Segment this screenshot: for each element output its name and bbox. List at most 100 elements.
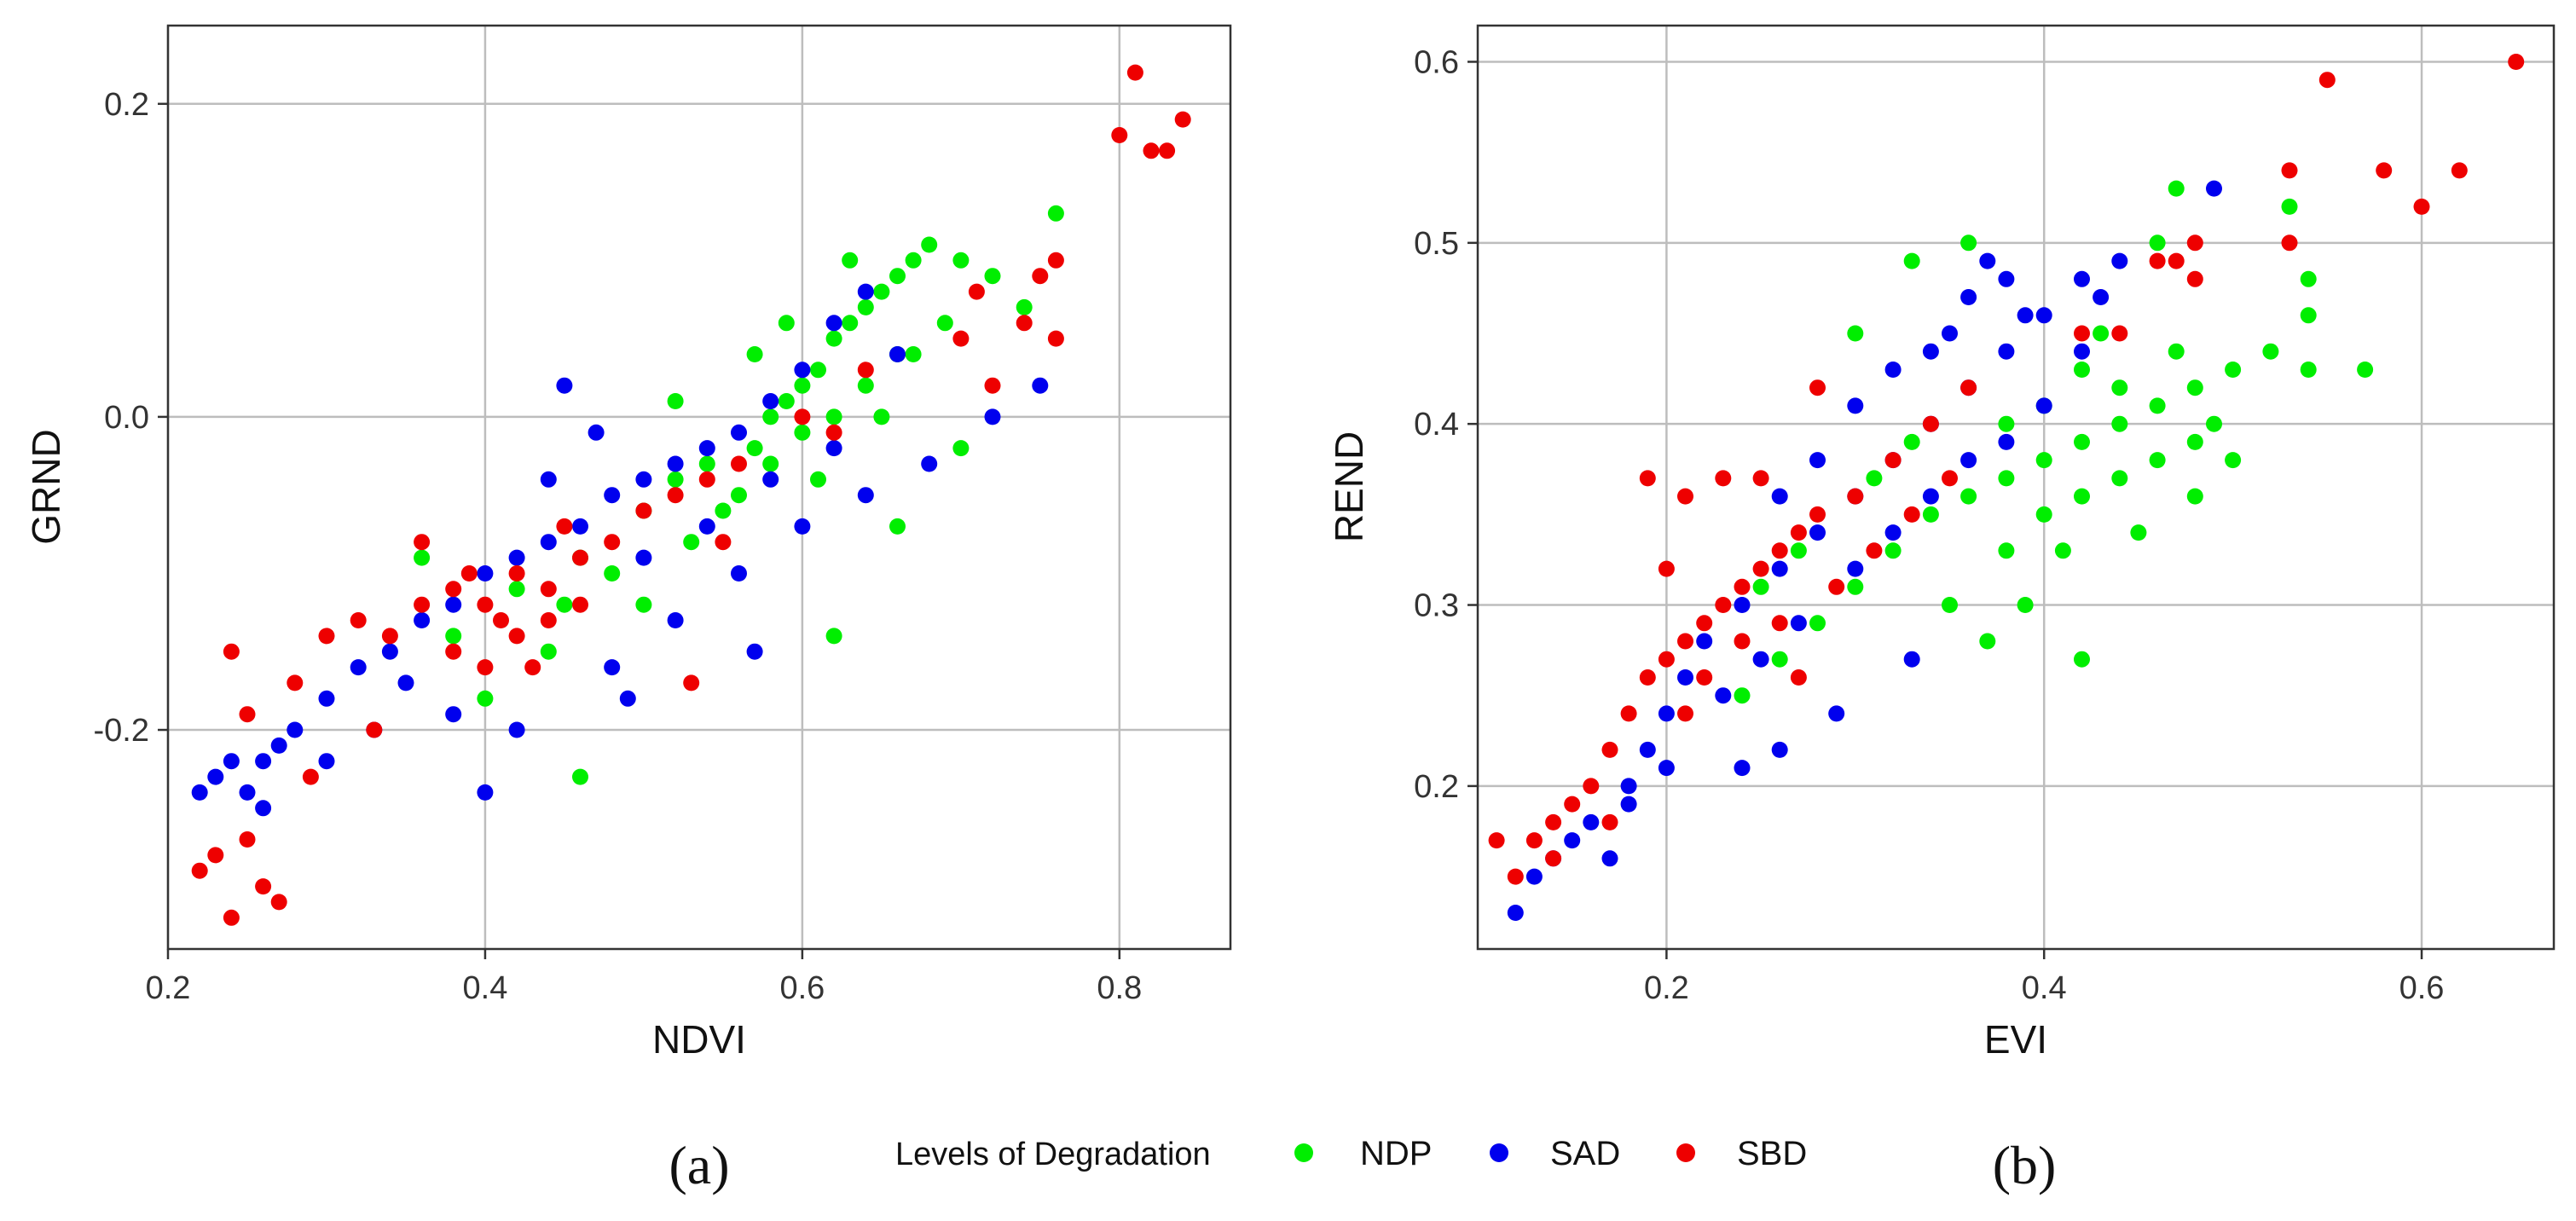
panel-a-point-ndp-21	[1016, 298, 1033, 315]
legend-marker-sbd	[1676, 1143, 1695, 1162]
panel-a-point-sbd-7	[239, 706, 256, 723]
panel-a-point-sbd-3	[239, 831, 256, 848]
panel-b-point-sbd-2	[1525, 832, 1543, 849]
panel-a-point-sbd-24	[635, 502, 652, 519]
panel-a-point-sad-10	[414, 612, 431, 628]
legend: Levels of Degradation NDP SAD SBD	[895, 1135, 1807, 1172]
legend-label-sad: SAD	[1550, 1135, 1620, 1172]
panel-b-point-sad-4	[1583, 813, 1600, 830]
panel-b-point-sbd-44	[1771, 615, 1788, 632]
panel-a-point-sad-12	[477, 565, 494, 582]
panel-b-point-sad-48	[2017, 307, 2034, 324]
panel-b-x-tick-label-1: 0.4	[2022, 970, 2067, 1006]
panel-b-point-ndp-30	[2111, 470, 2128, 487]
panel-a-point-sad-30	[794, 518, 811, 535]
panel-a-point-sbd-41	[1174, 111, 1191, 128]
panel-a-x-tick-label-0: 0.2	[146, 970, 191, 1006]
panel-a-point-ndp-13	[842, 315, 859, 332]
panel-b-point-sbd-33	[2186, 270, 2203, 287]
panel-b-point-sad-45	[1734, 760, 1751, 777]
panel-b-point-sad-28	[1809, 452, 1826, 469]
panel-b-point-ndp-39	[2186, 488, 2203, 505]
panel-b-point-sad-32	[1922, 488, 1939, 505]
panel-b-point-ndp-21	[2149, 234, 2166, 252]
panel-b-point-sbd-12	[1715, 597, 1732, 613]
panel-a-point-ndp-9	[778, 393, 795, 409]
panel-a-point-sbd-50	[715, 534, 732, 551]
panel-b-point-sad-44	[1771, 741, 1788, 758]
panel-b-point-ndp-31	[2149, 452, 2166, 469]
panel-b-point-sbd-50	[1545, 850, 1562, 867]
panel-b-point-sad-21	[2111, 252, 2128, 269]
panel-a-point-ndp-31	[556, 596, 573, 613]
panel-b-point-sbd-32	[2186, 234, 2203, 252]
panel-a-label: (a)	[669, 1135, 729, 1195]
panel-b-y-axis-title: REND	[1327, 431, 1371, 542]
panel-b-point-sad-49	[2093, 289, 2110, 305]
panel-a-point-sad-3	[239, 784, 256, 801]
panel-b-point-sad-42	[1903, 651, 1920, 668]
panel-a-point-sad-29	[731, 565, 747, 582]
panel-b-point-ndp-43	[1866, 470, 1883, 487]
panel-b-label: (b)	[1993, 1135, 2057, 1195]
panel-a-point-sad-37	[445, 706, 462, 723]
panel-a-point-sbd-46	[493, 612, 509, 628]
panel-a-point-ndp-24	[825, 408, 842, 425]
panel-b-point-ndp-3	[1847, 578, 1864, 595]
panel-a-point-ndp-23	[794, 424, 811, 441]
panel-a-point-sbd-11	[381, 628, 398, 645]
panel-b-point-sbd-14	[1752, 560, 1769, 577]
panel-b-point-sbd-7	[1620, 705, 1637, 722]
panel-a-grid	[166, 26, 1230, 949]
panel-a-point-ndp-29	[683, 534, 700, 551]
panel-b-y-tick-label-4: 0.6	[1414, 44, 1459, 80]
panel-b-point-ndp-4	[1884, 542, 1902, 559]
panel-b-point-sbd-42	[1696, 669, 1713, 686]
panel-a-point-sbd-18	[445, 643, 462, 660]
panel-b-point-sad-6	[1620, 778, 1637, 795]
panel-a-point-sbd-8	[287, 674, 304, 692]
legend-label-sbd: SBD	[1737, 1135, 1807, 1172]
panel-a-point-sad-34	[1032, 377, 1049, 394]
panel-b-point-ndp-6	[1960, 488, 1977, 505]
panel-a-point-ndp-39	[635, 596, 652, 613]
panel-a-point-ndp-33	[477, 690, 494, 707]
panel-a-point-sad-24	[857, 283, 874, 300]
panel-b-point-sad-26	[1884, 362, 1902, 378]
panel-b-point-ndp-24	[1903, 252, 1920, 269]
panel-a-point-sbd-40	[1159, 142, 1176, 159]
panel-a-point-sbd-42	[414, 534, 431, 551]
panel-a-point-sad-25	[556, 377, 573, 394]
panel-a-point-sbd-9	[318, 628, 335, 645]
panel-b-point-ndp-49	[2206, 415, 2222, 432]
panel-a-point-sad-17	[635, 471, 652, 488]
panel-b-point-ndp-28	[2035, 506, 2052, 523]
panel-b-point-ndp-44	[1790, 542, 1807, 559]
panel-a-point-sbd-48	[366, 721, 383, 738]
panel-b-point-sad-22	[2206, 180, 2222, 197]
panel-b-point-sbd-1	[1507, 868, 1524, 885]
panel-a-point-sbd-36	[1047, 330, 1064, 347]
panel-a-point-sad-13	[508, 549, 525, 566]
legend-marker-sad	[1490, 1143, 1508, 1162]
panel-a-point-ndp-38	[414, 549, 431, 566]
scatter-panel-b: 0.2 0.4 0.6 0.2 0.3 0.4 0.5 0.6 EVI REND (b)	[1327, 24, 2556, 1195]
panel-a-point-sad-28	[667, 612, 684, 628]
panel-b-point-sbd-19	[1884, 452, 1902, 469]
panel-b-point-ndp-14	[2262, 343, 2279, 360]
panel-a-point-sad-14	[540, 534, 557, 551]
panel-a-point-sbd-16	[540, 581, 557, 598]
panel-a-point-ndp-35	[825, 628, 842, 645]
panel-b-point-ndp-37	[1998, 415, 2015, 432]
legend-marker-ndp	[1294, 1143, 1313, 1162]
panel-b-point-sad-27	[1847, 397, 1864, 414]
panel-b-point-ndp-34	[2111, 379, 2128, 396]
panel-b-point-sbd-6	[1601, 741, 1618, 758]
panel-a-point-ndp-15	[873, 283, 890, 300]
panel-b-point-sbd-9	[1658, 651, 1675, 668]
panel-b-point-sbd-31	[2168, 252, 2185, 269]
panel-b-point-sad-7	[1639, 741, 1656, 758]
panel-a-point-ndp-10	[794, 377, 811, 394]
panel-a-point-sbd-39	[1143, 142, 1160, 159]
panel-b-point-sbd-49	[1601, 813, 1618, 830]
